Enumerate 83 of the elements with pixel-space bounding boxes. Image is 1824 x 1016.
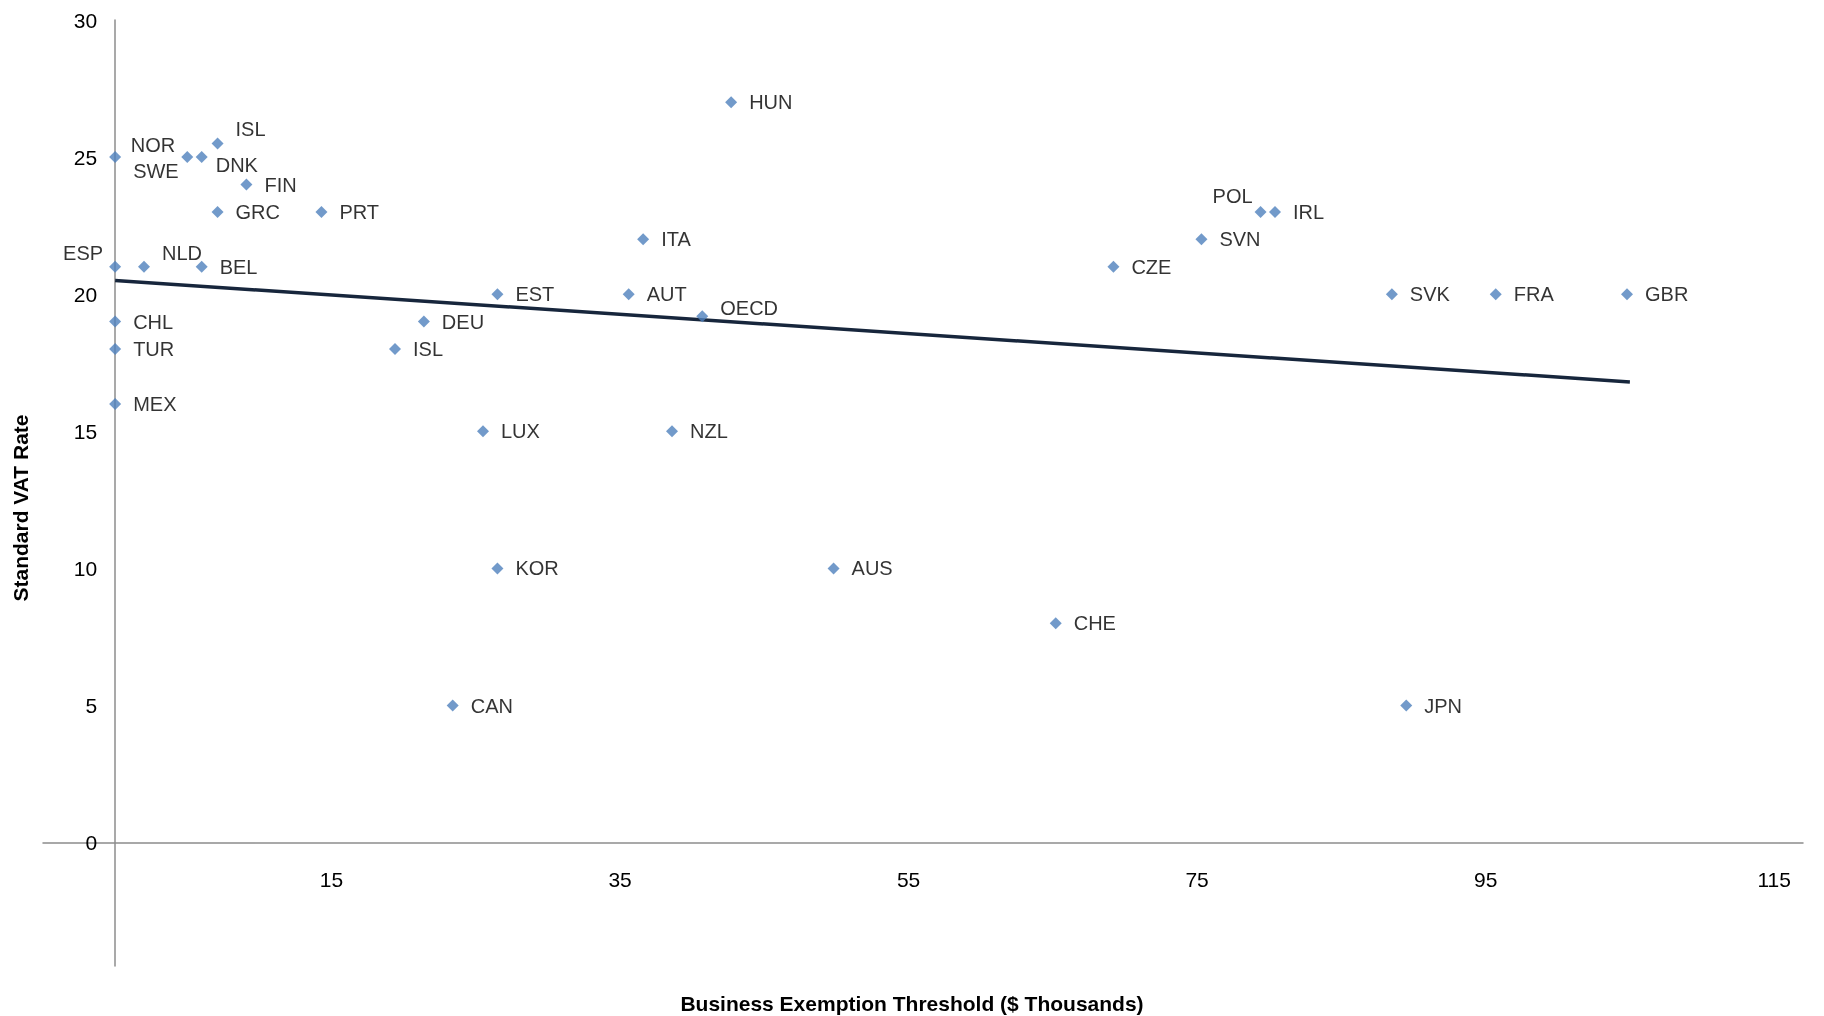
point (827, 562, 840, 575)
y-tick-label: 10 (73, 556, 98, 580)
point (109, 151, 122, 164)
point (637, 233, 650, 246)
y-axis-title: Standard VAT Rate (9, 414, 32, 602)
annotation: TUR (133, 338, 175, 361)
point (491, 288, 504, 301)
point (1489, 288, 1502, 301)
point (109, 397, 122, 410)
point (1621, 288, 1633, 301)
point (1049, 617, 1062, 630)
y-tick-label: 15 (73, 419, 98, 443)
annotation: CZE (1131, 255, 1172, 278)
annotation: SVK (1409, 283, 1451, 306)
annotation: FIN (264, 173, 297, 196)
annotation: ISL (235, 118, 266, 141)
point (315, 205, 328, 218)
annotation: CHE (1073, 612, 1116, 635)
annotation: AUS (851, 557, 893, 580)
annotation: FRA (1513, 283, 1555, 306)
point (1400, 699, 1413, 712)
point (1107, 260, 1120, 273)
annotation: NLD (161, 241, 202, 264)
point (211, 137, 224, 150)
point (240, 178, 253, 191)
x-tick-label: 95 (1473, 867, 1498, 891)
point (1385, 288, 1398, 301)
x-tick-label: 15 (319, 867, 344, 891)
point (109, 343, 122, 356)
annotation: SWE (133, 160, 179, 183)
annotation: ITA (661, 228, 692, 251)
point (491, 562, 504, 575)
point (1254, 205, 1267, 218)
x-axis-title: Business Exemption Threshold ($ Thousands) (680, 992, 1144, 1015)
annotation: AUT (646, 283, 687, 306)
annotation: NOR (130, 134, 176, 157)
point (195, 151, 208, 164)
y-tick-label: 20 (73, 282, 98, 306)
point (211, 205, 224, 218)
point (109, 315, 122, 328)
annotation: DEU (441, 310, 485, 333)
annotation: OECD (720, 297, 779, 320)
y-tick-label: 25 (73, 145, 98, 169)
annotation: ISL (413, 338, 444, 361)
annotation: KOR (515, 557, 559, 580)
x-tick-label: 35 (608, 867, 632, 891)
annotation: POL (1212, 184, 1253, 207)
point (446, 699, 459, 712)
point (1195, 233, 1208, 246)
annotation: JPN (1424, 694, 1463, 717)
annotation: LUX (501, 420, 540, 443)
point (137, 260, 150, 273)
point (417, 315, 430, 328)
y-tick-label: 5 (85, 694, 98, 718)
point (665, 425, 678, 438)
point (109, 260, 122, 273)
point (389, 343, 401, 356)
annotation: SVN (1219, 228, 1261, 251)
annotation: BEL (219, 255, 258, 278)
y-tick-label: 0 (85, 831, 98, 855)
annotation: IRL (1293, 200, 1325, 223)
x-tick-label: 55 (896, 867, 921, 891)
point (1269, 205, 1281, 218)
annotation: NZL (689, 420, 728, 443)
point (725, 96, 738, 109)
point (696, 310, 709, 323)
x-tick-label: 75 (1185, 867, 1209, 891)
annotation: CHL (133, 310, 174, 333)
point (181, 151, 194, 164)
point (195, 260, 208, 273)
annotation: EST (515, 283, 555, 306)
y-tick-label: 30 (73, 8, 98, 32)
annotation: MEX (133, 392, 177, 415)
annotation: GRC (235, 200, 281, 223)
point (477, 425, 489, 438)
x-tick-label: 115 (1757, 867, 1791, 891)
point (622, 288, 635, 301)
annotation: CAN (470, 694, 513, 717)
annotation: ESP (63, 241, 104, 264)
annotation: GBR (1645, 283, 1689, 306)
annotation: HUN (749, 91, 793, 114)
annotation: PRT (339, 200, 380, 223)
annotation: DNK (215, 154, 259, 177)
